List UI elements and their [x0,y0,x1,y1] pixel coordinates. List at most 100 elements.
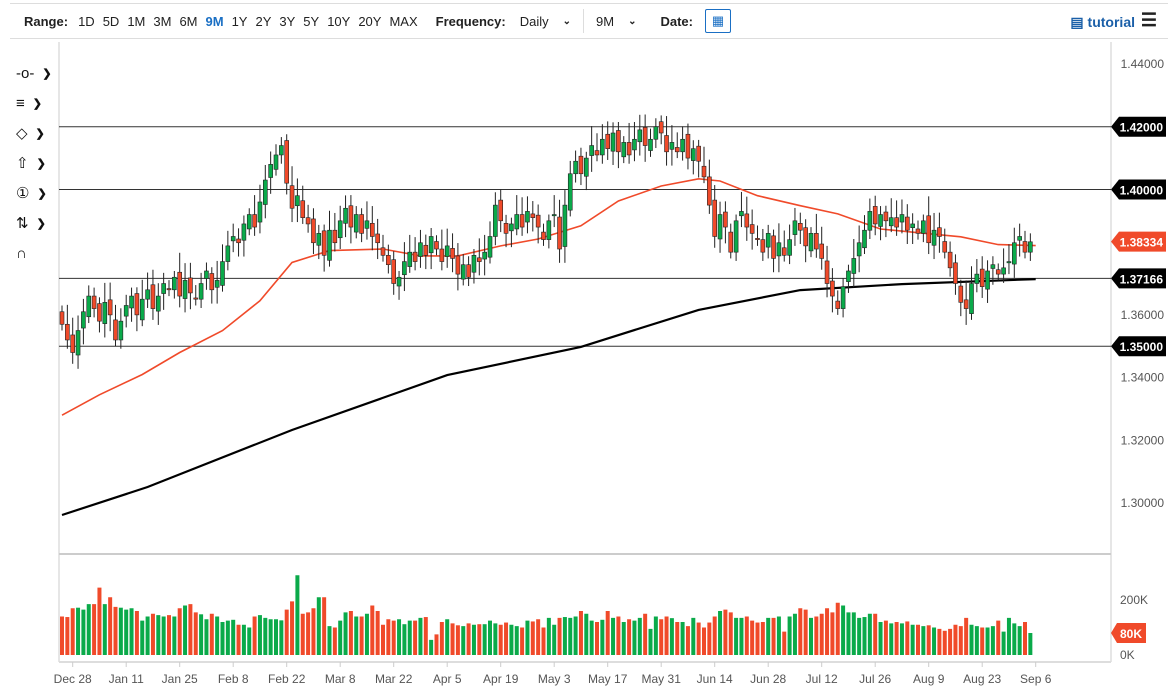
candle-down [937,227,942,237]
volume-bar-down [167,615,171,655]
volume-bar-up [632,620,637,655]
volume-bar-down [814,616,819,655]
volume-bar-up [354,616,359,655]
range-1y[interactable]: 1Y [231,13,248,29]
candle-up [525,211,530,223]
volume-bar-up [857,617,862,655]
shape-tool-icon[interactable]: ◇ ❯ [16,125,45,142]
candle-up [145,289,150,300]
candle-up [407,251,413,267]
volume-bar-up [118,607,123,655]
candle-up [551,214,557,217]
candle-up [888,217,894,227]
volume-bar-up [589,620,594,655]
range-2y[interactable]: 2Y [255,13,272,29]
candle-down [498,199,504,222]
volume-bar-down [578,611,583,655]
calendar-icon[interactable]: ▦ [704,9,731,33]
measure-tool-icon[interactable]: ⇅ ❯ [16,215,46,232]
volume-bar-up [990,626,995,655]
candle-up [230,236,236,242]
volume-bar-down [92,604,97,655]
x-tick-label: Feb 22 [268,672,306,686]
arrow-tool-icon[interactable]: ⇧ ❯ [16,155,46,172]
candle-up [268,164,273,178]
y-tick-label: 1.36000 [1121,308,1165,322]
candle-up [1011,242,1017,265]
volume-bar-down [477,624,482,655]
volume-bar-down [926,625,931,655]
range-20y[interactable]: 20Y [358,13,382,29]
volume-bar-down [685,626,690,655]
volume-bar-up [338,620,343,655]
volume-bar-up [932,627,937,655]
volume-bar-up [648,628,653,655]
range-5y[interactable]: 5Y [303,13,320,29]
candle-up [262,179,268,205]
candle-down [439,248,445,262]
candle-up [690,148,696,161]
candle-up [867,211,873,231]
candle-down [369,223,375,237]
volume-bar-up [611,617,616,655]
volume-bar-down [744,616,749,655]
candle-up [198,283,204,300]
volume-bar-down [937,628,942,655]
candle-down [926,215,932,244]
candle-down [1022,241,1028,253]
range-3y[interactable]: 3Y [279,13,296,29]
frequency-label: Frequency: [435,13,506,29]
date-label: Date: [660,13,693,29]
volume-bar-up [129,608,134,655]
line-tool-icon[interactable]: -o- ❯ [16,64,52,82]
level-label: 1.37166 [1120,272,1164,286]
candle-down [311,218,316,244]
period-select[interactable]: 9M ⌄ [596,14,636,29]
volume-bar-up [295,575,300,655]
volume-bar-up [514,626,519,655]
range-5d[interactable]: 5D [102,13,120,29]
candle-up [680,138,685,153]
volume-bar-up [220,622,225,655]
volume-bar-down [236,624,241,655]
candle-down [958,285,964,303]
range-1d[interactable]: 1D [78,13,95,29]
candle-up [990,264,996,269]
candle-down [707,176,712,206]
range-max[interactable]: MAX [389,13,418,29]
volume-bar-up [461,626,466,655]
fib-tool-icon[interactable]: ≡ ❯ [16,94,42,112]
volume-bar-down [798,608,803,655]
candle-down [781,247,787,256]
range-1m[interactable]: 1M [127,13,146,29]
candle-up [637,129,643,143]
level-label: 1.42000 [1120,121,1164,135]
range-10y[interactable]: 10Y [327,13,351,29]
tutorial-link[interactable]: ▤ tutorial [1070,14,1135,31]
candle-down [321,230,327,256]
volume-bar-up [76,607,81,655]
menu-icon[interactable]: ☰ [1140,10,1157,30]
frequency-select[interactable]: Daily ⌄ [520,14,571,29]
volume-bar-up [316,597,321,655]
range-9m[interactable]: 9M [205,13,224,29]
y-tick-label: 1.34000 [1121,371,1165,385]
volume-bar-up [274,619,278,655]
candle-down [519,214,525,228]
volume-bar-up [488,620,492,655]
period-value: 9M [596,13,615,29]
range-3m[interactable]: 3M [153,13,172,29]
volume-bar-down [65,617,70,655]
range-6m[interactable]: 6M [179,13,198,29]
candle-down [300,200,306,218]
label-tool-icon[interactable]: ① ❯ [16,185,47,202]
candle-down [755,238,760,240]
volume-bar-down [134,611,139,655]
candle-down [605,133,611,149]
volume-bar-down [332,627,337,655]
magnet-icon[interactable]: ∩ [16,244,27,262]
candle-up [739,211,744,217]
candle-up [1006,261,1012,264]
candle-up [402,261,407,276]
